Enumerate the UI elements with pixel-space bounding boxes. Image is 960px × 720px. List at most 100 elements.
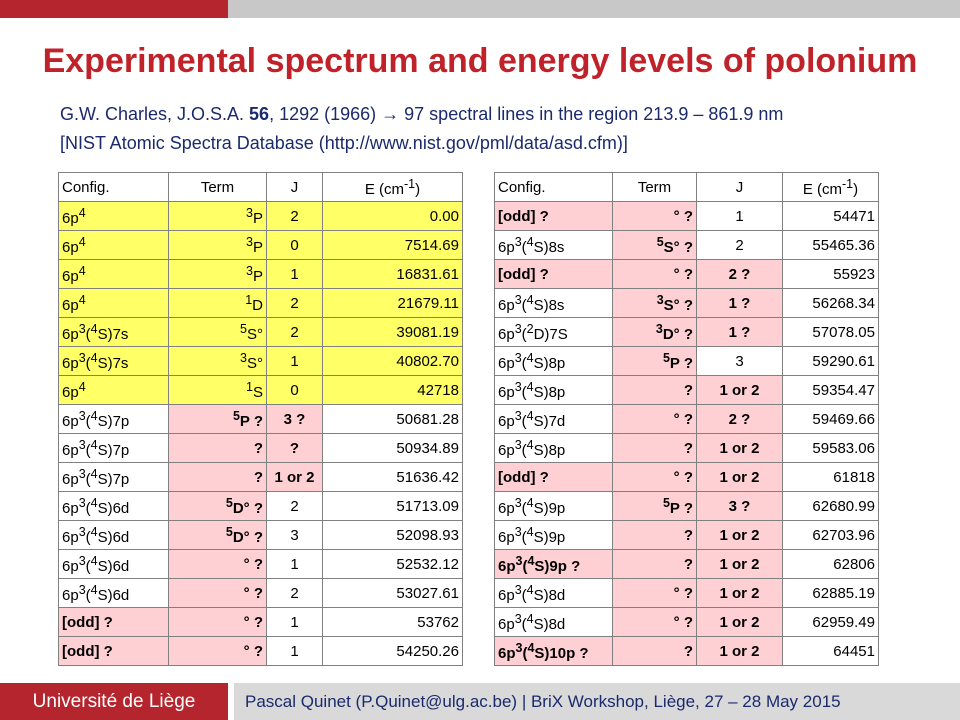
cell-config: [odd] ? xyxy=(494,462,613,492)
table-header-row: Config. Term J E (cm-1) xyxy=(494,172,879,202)
cell-config: 6p3(4S)9p ? xyxy=(494,549,613,579)
cell-energy: 55923 xyxy=(782,259,879,289)
cell-term: 1S xyxy=(168,375,267,405)
cell-j: 1 xyxy=(266,259,323,289)
cell-config: 6p3(4S)6d xyxy=(58,578,169,608)
table-row: 6p4 3P 1 16831.61 xyxy=(58,259,463,289)
arrow-icon: → xyxy=(381,104,400,124)
cell-j: 2 xyxy=(266,578,323,608)
table-row: 6p3(4S)7d ° ? 2 ? 59469.66 xyxy=(494,404,879,434)
cell-term: ? xyxy=(168,462,267,492)
header-energy-text: E (cm xyxy=(802,180,843,198)
cell-config: 6p3(4S)6d xyxy=(58,491,169,521)
cell-j: 2 xyxy=(266,317,323,347)
cell-config: 6p3(4S)8p xyxy=(494,346,613,376)
cell-j: 3 xyxy=(696,346,783,376)
cell-config: 6p3(4S)9p xyxy=(494,520,613,550)
cell-j: 3 xyxy=(266,520,323,550)
header-j: J xyxy=(266,172,323,202)
cell-j: 1 ? xyxy=(696,317,783,347)
footer-credit: Pascal Quinet (P.Quinet@ulg.ac.be) | Bri… xyxy=(245,692,841,711)
cell-config: 6p4 xyxy=(58,230,169,260)
cell-energy: 21679.11 xyxy=(322,288,463,318)
cell-j: 3 ? xyxy=(696,491,783,521)
cell-j: 2 xyxy=(266,491,323,521)
cell-energy: 52532.12 xyxy=(322,549,463,579)
cell-energy: 62806 xyxy=(782,549,879,579)
cell-j: 3 ? xyxy=(266,404,323,434)
top-accent-bar xyxy=(0,0,228,18)
cell-term: ? xyxy=(612,636,697,666)
cell-config: 6p3(4S)8p xyxy=(494,433,613,463)
reference-pages: , 1292 (1966) xyxy=(269,104,382,124)
table-row: 6p3(4S)8p? 1 or 2 59583.06 xyxy=(494,433,879,463)
table-row: 6p3(4S)8p? 1 or 2 59354.47 xyxy=(494,375,879,405)
table-row: 6p3(4S)9p? 1 or 2 62703.96 xyxy=(494,520,879,550)
cell-j: 0 xyxy=(266,375,323,405)
cell-term: ? xyxy=(612,520,697,550)
cell-energy: 55465.36 xyxy=(782,230,879,260)
cell-config: 6p3(4S)7p xyxy=(58,404,169,434)
cell-energy: 62885.19 xyxy=(782,578,879,608)
cell-config: 6p3(4S)6d xyxy=(58,520,169,550)
cell-config: 6p3(4S)7s xyxy=(58,317,169,347)
cell-config: 6p3(2D)7S xyxy=(494,317,613,347)
cell-j: 2 xyxy=(266,288,323,318)
table-row: 6p3(4S)6d 5D° ? 2 51713.09 xyxy=(58,491,463,521)
cell-config: 6p3(4S)7s xyxy=(58,346,169,376)
cell-energy: 62959.49 xyxy=(782,607,879,637)
cell-energy: 0.00 xyxy=(322,201,463,231)
levels-table-right: Config. Term J E (cm-1) [odd] ? ° ? 1 54471… xyxy=(494,172,879,666)
cell-config: [odd] ? xyxy=(494,201,613,231)
table-row: 6p3(4S)8s 5S° ? 2 55465.36 xyxy=(494,230,879,260)
cell-term: ° ? xyxy=(168,607,267,637)
cell-energy: 7514.69 xyxy=(322,230,463,260)
cell-energy: 50681.28 xyxy=(322,404,463,434)
cell-j: 1 ? xyxy=(696,288,783,318)
slide-title: Experimental spectrum and energy levels … xyxy=(42,42,918,80)
cell-j: 1 xyxy=(696,201,783,231)
reference-volume: 56 xyxy=(249,104,270,124)
header-j: J xyxy=(696,172,783,202)
university-name: Université de Liège xyxy=(32,691,196,712)
cell-config: 6p3(4S)6d xyxy=(58,549,169,579)
cell-config: 6p4 xyxy=(58,259,169,289)
table-row: 6p3(4S)8p 5P ? 3 59290.61 xyxy=(494,346,879,376)
cell-config: 6p4 xyxy=(58,288,169,318)
cell-energy: 62703.96 xyxy=(782,520,879,550)
table-row: 6p3(4S)8s 3S° ? 1 ? 56268.34 xyxy=(494,288,879,318)
cell-config: 6p4 xyxy=(58,201,169,231)
table-row: 6p3(4S)8d ° ? 1 or 2 62885.19 xyxy=(494,578,879,608)
table-row: 6p4 3P 0 7514.69 xyxy=(58,230,463,260)
cell-j: 2 xyxy=(266,201,323,231)
cell-j: 2 xyxy=(696,230,783,260)
table-row: [odd] ? ° ? 1 or 2 61818 xyxy=(494,462,879,492)
header-config: Config. xyxy=(58,172,169,202)
cell-j: 1 or 2 xyxy=(696,636,783,666)
header-term: Term xyxy=(612,172,697,202)
cell-energy: 59290.61 xyxy=(782,346,879,376)
nist-reference: [NIST Atomic Spectra Database (http://ww… xyxy=(60,133,628,153)
table-row: 6p3(4S)7s 5S° 2 39081.19 xyxy=(58,317,463,347)
cell-term: ° ? xyxy=(612,578,697,608)
cell-config: 6p3(4S)8d xyxy=(494,607,613,637)
cell-j: 1 xyxy=(266,549,323,579)
cell-j: 1 xyxy=(266,607,323,637)
table-row: 6p3(4S)7s 3S° 1 40802.70 xyxy=(58,346,463,376)
cell-term: ° ? xyxy=(612,259,697,289)
cell-energy: 53027.61 xyxy=(322,578,463,608)
cell-config: 6p3(4S)9p xyxy=(494,491,613,521)
cell-term: 3P xyxy=(168,201,267,231)
cell-energy: 42718 xyxy=(322,375,463,405)
table-row: 6p3(4S)7p 5P ? 3 ? 50681.28 xyxy=(58,404,463,434)
cell-energy: 54471 xyxy=(782,201,879,231)
reference-authors: G.W. Charles, J.O.S.A. xyxy=(60,104,250,124)
cell-config: 6p4 xyxy=(58,375,169,405)
cell-term: 1D xyxy=(168,288,267,318)
cell-energy: 61818 xyxy=(782,462,879,492)
cell-term: 5D° ? xyxy=(168,520,267,550)
cell-term: ° ? xyxy=(168,549,267,579)
cell-config: 6p3(4S)8p xyxy=(494,375,613,405)
table-row: [odd] ? ° ? 1 54471 xyxy=(494,201,879,231)
cell-term: ° ? xyxy=(612,404,697,434)
